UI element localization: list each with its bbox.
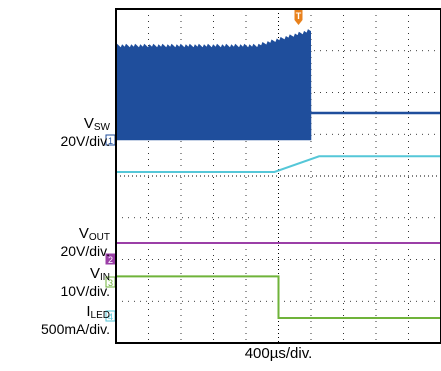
svg-text:4: 4	[108, 312, 113, 322]
label-vout: VOUT 20V/div.	[60, 226, 110, 258]
svg-text:1: 1	[108, 136, 113, 146]
label-vsw: VSW 20V/div.	[60, 116, 110, 148]
svg-text:3: 3	[108, 278, 113, 288]
label-iled: ILED 500mA/div.	[41, 304, 110, 336]
plot-frame	[115, 8, 441, 344]
chart-traces	[115, 29, 441, 319]
label-vout-sub: OUT	[88, 232, 110, 243]
label-vsw-base: V	[83, 115, 94, 132]
trace-vin	[116, 275, 441, 319]
label-iled-base: I	[86, 303, 91, 320]
label-vout-scale: 20V/div.	[60, 243, 110, 259]
label-vsw-scale: 20V/div.	[60, 133, 110, 149]
time-per-division: 400µs/div.	[244, 345, 313, 362]
label-iled-sub: LED	[90, 310, 110, 321]
svg-text:T: T	[296, 11, 302, 21]
label-vin: VIN 10V/div.	[60, 266, 110, 298]
label-iled-scale: 500mA/div.	[41, 321, 110, 337]
label-vin-scale: 10V/div.	[60, 283, 110, 299]
svg-text:2: 2	[108, 255, 113, 265]
trace-vsw-burst	[115, 29, 312, 141]
label-vsw-sub: SW	[93, 122, 110, 133]
trigger-marker: T	[294, 9, 303, 25]
label-vout-base: V	[78, 225, 89, 242]
label-vin-sub: IN	[100, 272, 110, 283]
trace-iled	[116, 155, 441, 173]
label-vin-base: V	[89, 265, 100, 282]
